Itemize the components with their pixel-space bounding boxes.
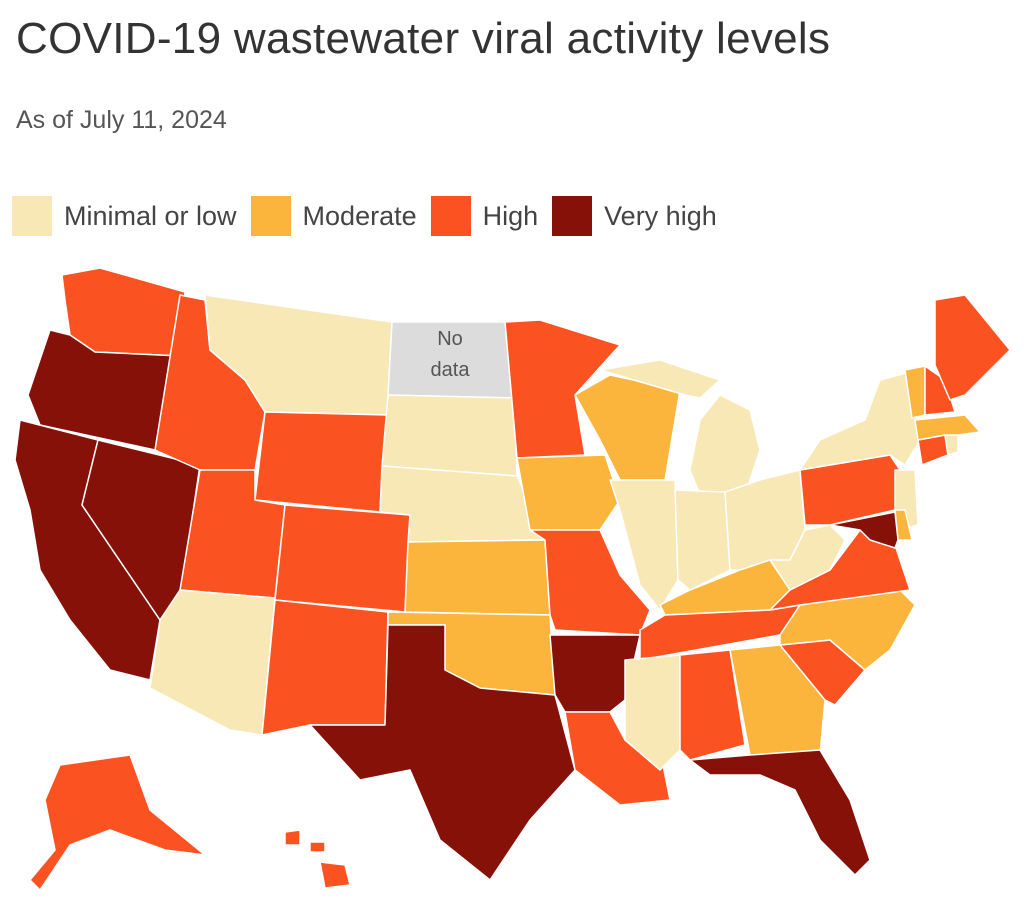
state-ME[interactable] xyxy=(934,294,1011,401)
state-GA[interactable] xyxy=(729,644,826,756)
state-FL[interactable] xyxy=(689,749,871,876)
state-MS[interactable] xyxy=(624,654,681,771)
chart-title: COVID-19 wastewater viral activity level… xyxy=(16,14,831,63)
state-HI[interactable] xyxy=(284,829,351,889)
state-SD[interactable] xyxy=(381,394,518,477)
legend-label-very-high: Very high xyxy=(604,200,717,231)
state-IA[interactable] xyxy=(516,454,621,531)
legend-label-low: Minimal or low xyxy=(64,200,237,231)
state-IL[interactable] xyxy=(609,479,679,611)
legend-swatch-low xyxy=(12,196,52,236)
legend-label-moderate: Moderate xyxy=(302,200,417,231)
legend-item-very-high: Very high xyxy=(552,196,717,236)
legend-swatch-very-high xyxy=(552,196,593,236)
legend-label-high: High xyxy=(482,200,539,231)
state-IN[interactable] xyxy=(674,489,731,591)
legend-swatch-high xyxy=(430,196,471,236)
no-data-label-line2: data xyxy=(431,359,471,381)
state-KS[interactable] xyxy=(404,539,551,616)
state-CO[interactable] xyxy=(274,504,411,613)
legend-item-low: Minimal or low xyxy=(12,196,237,236)
legend: Minimal or low Moderate High Very high xyxy=(12,196,717,236)
legend-item-high: High xyxy=(430,196,539,236)
us-state-map: No data xyxy=(14,267,1011,891)
state-AK[interactable] xyxy=(29,754,206,891)
state-LA[interactable] xyxy=(564,711,671,806)
state-RI[interactable] xyxy=(944,434,959,456)
state-TX[interactable] xyxy=(309,624,576,881)
no-data-label-line1: No xyxy=(437,328,463,350)
state-MD[interactable] xyxy=(829,511,899,549)
legend-swatch-moderate xyxy=(250,196,291,236)
state-WV[interactable] xyxy=(769,524,846,591)
state-NM[interactable] xyxy=(261,599,389,736)
state-AZ[interactable] xyxy=(149,589,276,736)
state-WY[interactable] xyxy=(254,411,388,513)
state-NH[interactable] xyxy=(924,365,956,416)
state-NY[interactable] xyxy=(799,371,921,471)
state-AL[interactable] xyxy=(679,649,746,761)
chart-subtitle: As of July 11, 2024 xyxy=(16,106,227,134)
state-MA[interactable] xyxy=(914,414,981,441)
legend-item-moderate: Moderate xyxy=(250,196,417,236)
